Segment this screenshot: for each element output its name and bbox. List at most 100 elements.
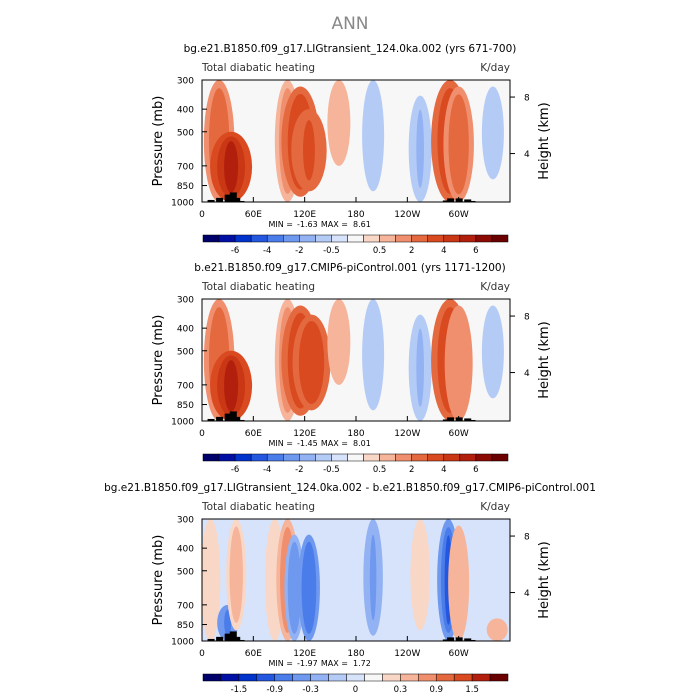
y-axis-title: Pressure (mb) [151,315,166,406]
x-tick-label: 120E [293,429,316,439]
colorbar-swatch [250,453,268,462]
topography-mask [224,413,232,421]
topography-mask [237,639,245,641]
topography-mask [464,199,472,202]
colorbar-label: 0 [353,685,358,695]
colorbar-label: -4 [263,246,271,256]
field-feature-band [455,540,463,626]
field-feature-band [224,141,239,193]
colorbar-label: -6 [231,465,239,475]
y-tick-label: 400 [177,106,194,116]
topography-mask [216,416,224,421]
colorbar-label: 0.3 [394,685,408,695]
panel-subtitle: b.e21.B1850.f09_g17.CMIP6-piControl.001 … [194,262,505,274]
colorbar-label: -0.5 [323,246,340,256]
field-features [203,299,504,421]
colorbar-swatch [299,453,316,462]
colorbar-label: 4 [441,465,446,475]
min-label: MIN = [269,439,294,448]
y-tick-label: 500 [177,347,194,357]
topography-mask [224,633,232,641]
topography-mask [233,636,241,641]
topography-mask [442,200,450,202]
colorbar-label: -0.3 [302,685,319,695]
field-feature-band [305,548,313,627]
colorbar-label: 2 [409,465,414,475]
field-feature-band [453,101,464,187]
y-tick-label: 850 [177,182,194,192]
colorbar-swatch [256,673,276,682]
colorbar-swatch [395,234,412,243]
y-tick-label: 500 [177,128,194,138]
field-label: Total diabatic heating [201,281,315,293]
colorbar-swatch [395,453,412,462]
height-tick-label: 8 [524,313,530,323]
topography-mask [207,638,215,641]
y-right-axis-title: Height (km) [537,541,552,618]
topography-mask [229,192,237,202]
field-feature-band [232,533,240,616]
y-tick-label: 850 [177,621,194,631]
field-feature-band [369,313,377,396]
topography-mask [468,419,476,421]
x-tick-label: 120W [394,429,420,439]
figure-title: ANN [331,14,368,34]
colorbar-label: -2 [295,465,303,475]
y-tick-label: 500 [177,567,194,577]
units-label: K/day [480,281,510,293]
field-label: Total diabatic heating [201,501,315,513]
field-feature-band [416,328,424,407]
field-feature-band [271,535,278,625]
colorbar-label: -6 [231,246,239,256]
topography-mask [442,639,450,641]
units-label: K/day [480,62,510,74]
colorbar-swatch [363,234,380,243]
field-feature-band [493,621,501,638]
colorbar: -1.5 -0.9 -0.3 0 0.3 0.9 1.5 [202,673,509,695]
colorbar-swatch [328,673,347,682]
field-feature-band [291,548,298,627]
topography-mask [468,200,476,202]
min-label: MIN = [269,220,294,229]
x-tick-label: 120W [394,649,420,659]
colorbar-swatch [283,453,300,462]
colorbar-swatch [292,673,311,682]
topography-mask [216,636,224,641]
topography-mask [216,197,224,202]
field-features [203,80,504,202]
panel-subtitle: bg.e21.B1850.f09_g17.LIGtransient_124.0k… [184,43,517,55]
colorbar-swatch [379,234,396,243]
x-tick-label: 120W [394,210,420,220]
x-tick-label: 0 [199,210,205,220]
colorbar-swatch [491,234,509,243]
topography-mask [229,411,237,421]
colorbar-swatch [283,234,300,243]
min-value: -1.63 [297,220,318,229]
colorbar-label: 4 [441,246,446,256]
field-features [202,519,508,641]
colorbar: -6 -4 -2 -0.5 0.5 2 4 6 [202,234,509,256]
colorbar-swatch [411,234,428,243]
field-feature-band [416,533,424,616]
x-tick-label: 180 [347,649,364,659]
colorbar-swatch [400,673,419,682]
x-tick-label: 60E [245,210,262,220]
colorbar-swatch [331,234,348,243]
y-tick-label: 1000 [171,199,194,209]
y-tick-label: 1000 [171,418,194,428]
topography-mask [464,638,472,641]
colorbar-swatch [315,234,332,243]
colorbar-swatch [364,673,383,682]
x-tick-label: 0 [199,429,205,439]
y-right-axis-title: Height (km) [537,102,552,179]
colorbar-swatch [459,453,477,462]
colorbar-swatch [471,673,491,682]
colorbar-swatch [363,453,380,462]
field-feature-band [224,609,232,637]
x-tick-label: 60W [448,429,468,439]
max-label: MAX = [321,659,348,668]
topography-mask [207,199,215,202]
colorbar-swatch [218,453,236,462]
x-tick-label: 60E [245,429,262,439]
